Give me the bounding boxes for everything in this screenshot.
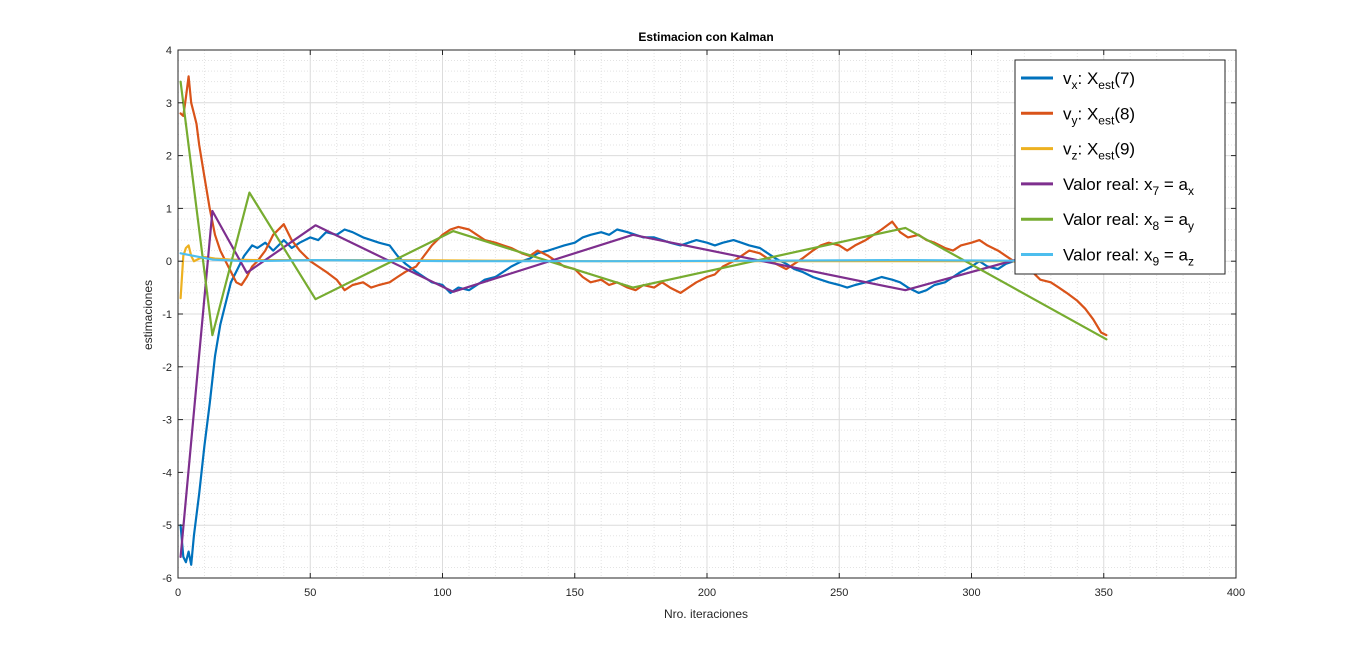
x-tick-label: 400 bbox=[1227, 587, 1245, 599]
x-tick-label: 100 bbox=[433, 587, 451, 599]
y-tick-label: 4 bbox=[166, 45, 172, 57]
y-tick-label: 0 bbox=[166, 256, 172, 268]
legend-box bbox=[1014, 59, 1226, 275]
x-tick-label: 250 bbox=[830, 587, 848, 599]
chart-title: Estimacion con Kalman bbox=[638, 30, 773, 44]
y-tick-label: -1 bbox=[162, 309, 172, 321]
series-line-5 bbox=[179, 80, 1108, 341]
legend-label-6: Valor real: x9 = az bbox=[1063, 246, 1194, 269]
x-tick-label: 50 bbox=[304, 587, 316, 599]
x-axis-title: Nro. iteraciones bbox=[664, 607, 748, 621]
y-tick-label: -6 bbox=[162, 573, 172, 585]
legend: vx: Xest(7) vy: Xest(8) vz: Xest(9) Valor r… bbox=[1014, 59, 1226, 275]
legend-label-4: Valor real: x7 = ax bbox=[1063, 175, 1194, 198]
x-tick-label: 200 bbox=[698, 587, 716, 599]
series-line-1 bbox=[179, 228, 1026, 566]
x-tick-label: 0 bbox=[175, 587, 181, 599]
y-axis-ticks: -6 -5 -4 -3 -2 -1 0 1 2 3 4 bbox=[162, 45, 1236, 585]
legend-label-2: vy: Xest(8) bbox=[1063, 104, 1135, 127]
legend-label-1: vx: Xest(7) bbox=[1063, 69, 1135, 92]
series-line-6 bbox=[179, 252, 1108, 263]
y-tick-label: -4 bbox=[162, 467, 172, 479]
series-line-4 bbox=[179, 209, 1108, 559]
y-tick-label: -2 bbox=[162, 362, 172, 374]
x-tick-label: 350 bbox=[1095, 587, 1113, 599]
series-lines bbox=[179, 75, 1108, 566]
legend-label-3: vz: Xest(9) bbox=[1063, 140, 1135, 163]
y-tick-label: -3 bbox=[162, 415, 172, 427]
x-axis-ticks: 0 50 100 150 200 250 300 350 400 bbox=[175, 50, 1245, 599]
series-line-2 bbox=[179, 75, 1108, 337]
x-tick-label: 150 bbox=[566, 587, 584, 599]
y-tick-label: 3 bbox=[166, 98, 172, 110]
y-tick-label: 1 bbox=[166, 203, 172, 215]
y-tick-label: 2 bbox=[166, 151, 172, 163]
x-tick-label: 300 bbox=[962, 587, 980, 599]
y-axis-title: estimaciones bbox=[141, 280, 155, 350]
y-tick-label: -5 bbox=[162, 520, 172, 532]
legend-label-5: Valor real: x8 = ay bbox=[1063, 210, 1194, 233]
